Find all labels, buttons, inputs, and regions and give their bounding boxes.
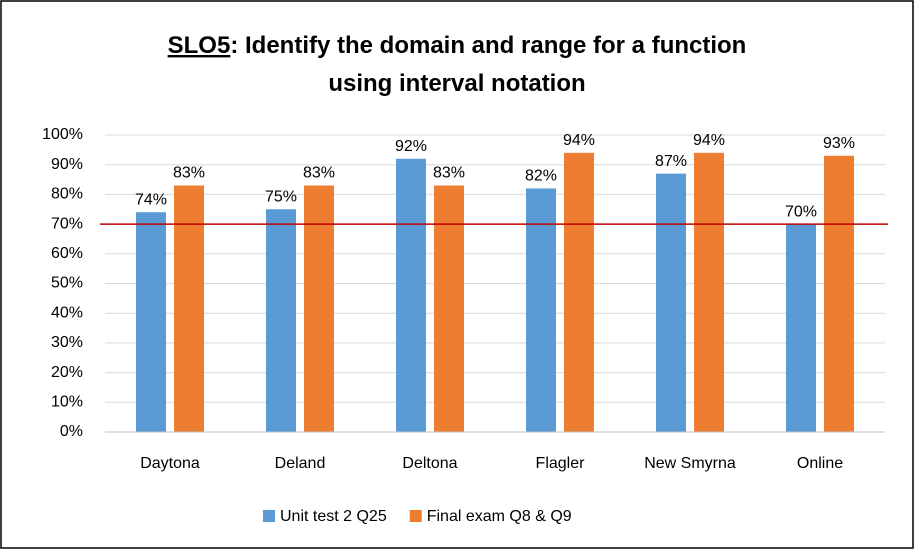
data-label: 94% — [563, 132, 595, 149]
legend-label: Final exam Q8 & Q9 — [427, 508, 572, 525]
legend-swatch — [409, 510, 422, 522]
bar — [396, 158, 426, 432]
chart-title: SLO5: Identify the domain and range for … — [168, 32, 747, 59]
y-tick-label: 100% — [42, 126, 83, 143]
y-tick-label: 50% — [51, 275, 83, 292]
bar — [434, 185, 464, 432]
y-tick-label: 0% — [60, 423, 83, 440]
x-tick-label: New Smyrna — [644, 455, 736, 472]
chart-title: using interval notation — [328, 70, 585, 97]
data-label: 75% — [265, 188, 297, 205]
data-label: 83% — [173, 165, 205, 182]
data-label: 74% — [135, 191, 167, 208]
y-tick-label: 80% — [51, 186, 83, 203]
data-label: 82% — [525, 168, 557, 185]
y-tick-label: 40% — [51, 304, 83, 321]
data-label: 92% — [395, 138, 427, 155]
data-label: 83% — [303, 165, 335, 182]
bar — [174, 185, 204, 432]
bar — [564, 152, 594, 432]
bar — [786, 224, 816, 432]
x-tick-label: Daytona — [140, 455, 200, 472]
legend-swatch — [263, 510, 275, 522]
data-label: 83% — [433, 165, 465, 182]
x-tick-label: Deland — [275, 455, 326, 472]
title-part: using interval notation — [328, 70, 585, 97]
data-label: 87% — [655, 153, 687, 170]
x-tick-label: Flagler — [536, 455, 586, 472]
y-tick-label: 30% — [51, 334, 83, 351]
y-tick-label: 60% — [51, 245, 83, 262]
bar — [824, 155, 854, 433]
y-tick-label: 20% — [51, 364, 83, 381]
data-label: 94% — [693, 132, 725, 149]
legend-label: Unit test 2 Q25 — [280, 508, 387, 525]
data-label: 70% — [785, 203, 817, 220]
bar — [694, 152, 724, 432]
title-part: SLO5 — [168, 32, 231, 59]
bar — [304, 185, 334, 432]
y-tick-label: 10% — [51, 394, 83, 411]
x-tick-label: Online — [797, 455, 843, 472]
bar — [656, 173, 686, 433]
title-part: : Identify the domain and range for a fu… — [230, 32, 746, 59]
y-tick-label: 70% — [51, 215, 83, 232]
data-label: 93% — [823, 135, 855, 152]
y-tick-label: 90% — [51, 156, 83, 173]
bar — [526, 188, 556, 432]
x-tick-label: Deltona — [402, 455, 457, 472]
bar — [266, 209, 296, 432]
bar — [136, 212, 166, 432]
